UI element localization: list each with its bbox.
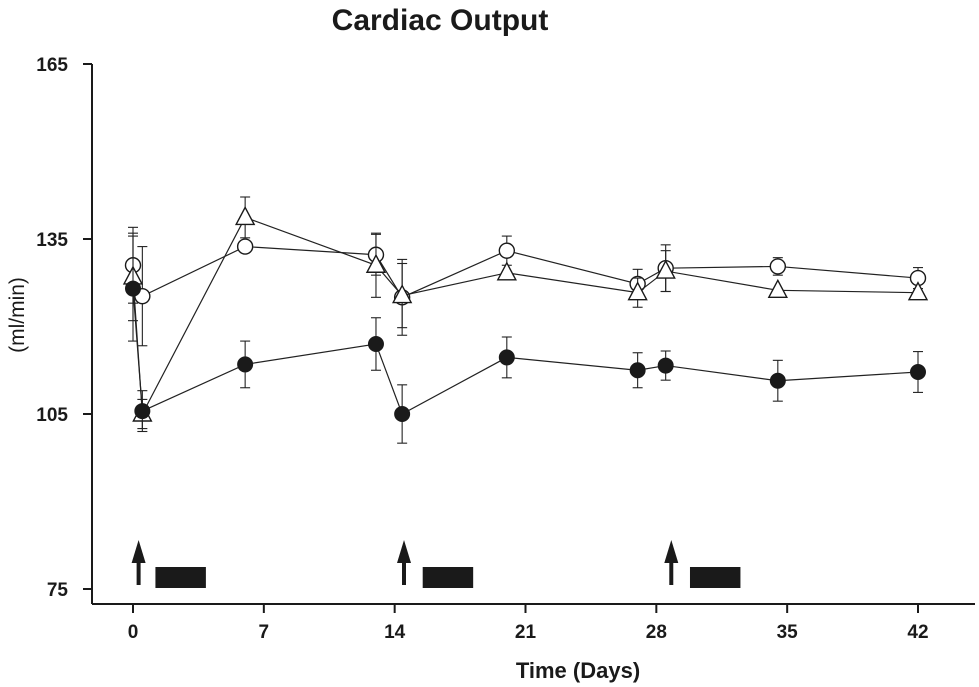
- data-point: [125, 280, 141, 297]
- treatment-bar: [422, 567, 474, 588]
- data-point: [655, 259, 676, 279]
- data-point: [134, 403, 151, 420]
- y-axis-label: (ml/min): [6, 277, 29, 353]
- series-line: [132, 216, 919, 417]
- arrow-up-icon: [131, 540, 146, 563]
- data-point: [498, 242, 516, 259]
- data-point: [367, 336, 384, 352]
- x-tick-label: 14: [384, 622, 406, 643]
- series-open-circle: [124, 226, 927, 347]
- y-tick-label: 135: [36, 230, 68, 251]
- data-point: [496, 261, 517, 281]
- data-point: [907, 281, 929, 301]
- x-tick-label: 7: [259, 622, 270, 643]
- axes: 75 105 135 165 0 7 14 21 28 35 42: [36, 55, 975, 643]
- x-tick-label: 21: [515, 622, 537, 643]
- x-tick-label: 0: [128, 622, 139, 643]
- data-point: [627, 281, 648, 301]
- x-tick-label: 28: [646, 622, 667, 643]
- data-point: [498, 349, 515, 366]
- treatment-bar: [689, 567, 741, 588]
- data-point: [236, 238, 254, 255]
- data-point: [237, 356, 254, 373]
- y-tick-label: 165: [36, 55, 68, 76]
- y-tick-label: 75: [47, 580, 69, 601]
- data-point: [234, 205, 256, 226]
- y-tick-label: 105: [36, 405, 68, 426]
- series-line: [132, 245, 919, 299]
- arrow-up-icon: [397, 540, 412, 563]
- x-tick-label: 42: [907, 622, 928, 643]
- data-point: [769, 372, 786, 389]
- data-point: [767, 278, 788, 299]
- treatment-bar: [155, 567, 206, 588]
- data-point: [629, 362, 646, 379]
- annotations: [131, 540, 741, 588]
- arrow-up-icon: [664, 540, 679, 563]
- series-open-triangle: [122, 196, 929, 430]
- chart-title: Cardiac Output: [332, 4, 549, 37]
- data-point: [657, 357, 674, 374]
- series-filled-circle: [125, 235, 926, 444]
- data-series: [122, 196, 929, 444]
- data-point: [910, 364, 926, 380]
- series-line: [132, 288, 919, 415]
- data-point: [365, 253, 387, 273]
- data-point: [391, 284, 413, 304]
- x-tick-label: 35: [777, 622, 799, 643]
- data-point: [394, 406, 411, 422]
- data-point: [769, 258, 787, 275]
- x-axis-label: Time (Days): [516, 658, 640, 683]
